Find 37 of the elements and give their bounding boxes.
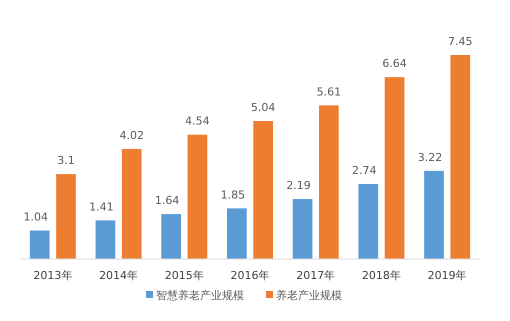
data-label: 5.04 <box>250 100 276 114</box>
bar <box>384 77 404 259</box>
legend-label: 养老产业规模 <box>276 289 342 302</box>
data-label: 2.74 <box>352 164 377 177</box>
x-tick-label: 2016年 <box>230 269 270 282</box>
data-label: 7.45 <box>448 35 473 48</box>
data-label: 3.1 <box>57 154 75 168</box>
data-label: 5.61 <box>316 85 342 98</box>
bar <box>188 134 208 259</box>
bar <box>30 230 50 259</box>
bar <box>161 214 181 259</box>
data-label: 1.04 <box>23 210 48 224</box>
legend-label: 智慧养老产业规模 <box>156 289 244 302</box>
bar <box>96 220 116 259</box>
data-label: 1.41 <box>89 200 114 214</box>
bar <box>319 105 339 259</box>
bar <box>56 174 76 259</box>
bar <box>227 208 247 259</box>
data-label: 1.85 <box>220 188 246 202</box>
bar <box>122 148 142 259</box>
bar <box>253 120 273 259</box>
x-tick-label: 2015年 <box>164 269 204 282</box>
bar <box>450 55 470 259</box>
data-label: 3.22 <box>418 150 442 164</box>
data-label: 2.19 <box>286 179 311 192</box>
x-tick-label: 2014年 <box>99 269 138 282</box>
data-label: 4.02 <box>119 128 144 142</box>
x-tick-label: 2019年 <box>428 269 467 282</box>
x-tick-label: 2013年 <box>33 269 72 282</box>
bar <box>292 199 312 259</box>
x-tick-label: 2018年 <box>362 269 401 282</box>
data-label: 6.64 <box>382 57 407 70</box>
bar <box>358 184 378 259</box>
data-label: 1.64 <box>154 194 180 208</box>
bar <box>424 170 444 259</box>
data-label: 4.54 <box>185 114 210 128</box>
x-tick-label: 2017年 <box>296 269 336 282</box>
